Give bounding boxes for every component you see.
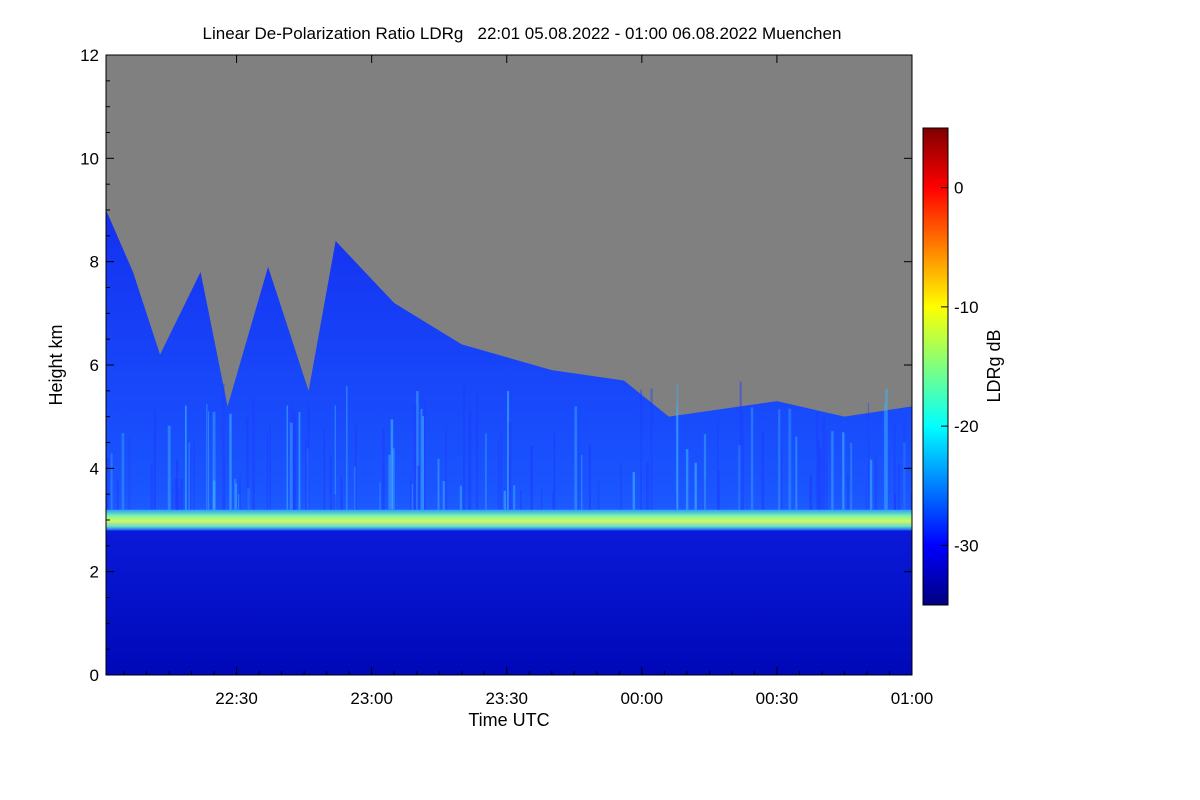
- colorbar-gradient: [922, 127, 949, 606]
- low-layer: [106, 530, 912, 675]
- colorbar-label: LDRg dB: [984, 329, 1004, 402]
- colorbar: 0 -10 -20 -30 LDRg dB: [922, 127, 1004, 606]
- y-tick-label: 12: [80, 46, 99, 65]
- x-tick-label: 23:00: [350, 689, 393, 708]
- y-tick-label: 8: [90, 253, 99, 272]
- colorbar-ticks: 0 -10 -20 -30: [941, 179, 979, 555]
- y-tick-label: 0: [90, 666, 99, 685]
- y-tick-label: 10: [80, 149, 99, 168]
- y-axis-label: Height km: [46, 324, 66, 405]
- y-tick-label: 4: [90, 459, 99, 478]
- y-tick-label: 2: [90, 563, 99, 582]
- x-tick-label: 23:30: [485, 689, 528, 708]
- chart-title: Linear De-Polarization Ratio LDRg 22:01 …: [203, 24, 842, 43]
- colorbar-tick-label: 0: [954, 179, 963, 198]
- x-axis: 22:30 23:00 23:30 00:00 00:30 01:00: [123, 55, 934, 708]
- x-tick-label: 00:30: [756, 689, 799, 708]
- virga-streaks: [106, 381, 912, 510]
- melting-layer-band: [106, 509, 912, 531]
- colorbar-tick-label: -20: [954, 417, 979, 436]
- colorbar-tick-label: -10: [954, 298, 979, 317]
- y-axis: 0 2 4 6 8 10 12: [80, 46, 912, 685]
- x-tick-label: 22:30: [215, 689, 258, 708]
- plot-area: [106, 55, 912, 675]
- x-tick-label: 01:00: [891, 689, 934, 708]
- colorbar-tick-label: -30: [954, 536, 979, 555]
- x-tick-label: 00:00: [621, 689, 664, 708]
- x-axis-label: Time UTC: [468, 710, 549, 730]
- y-tick-label: 6: [90, 356, 99, 375]
